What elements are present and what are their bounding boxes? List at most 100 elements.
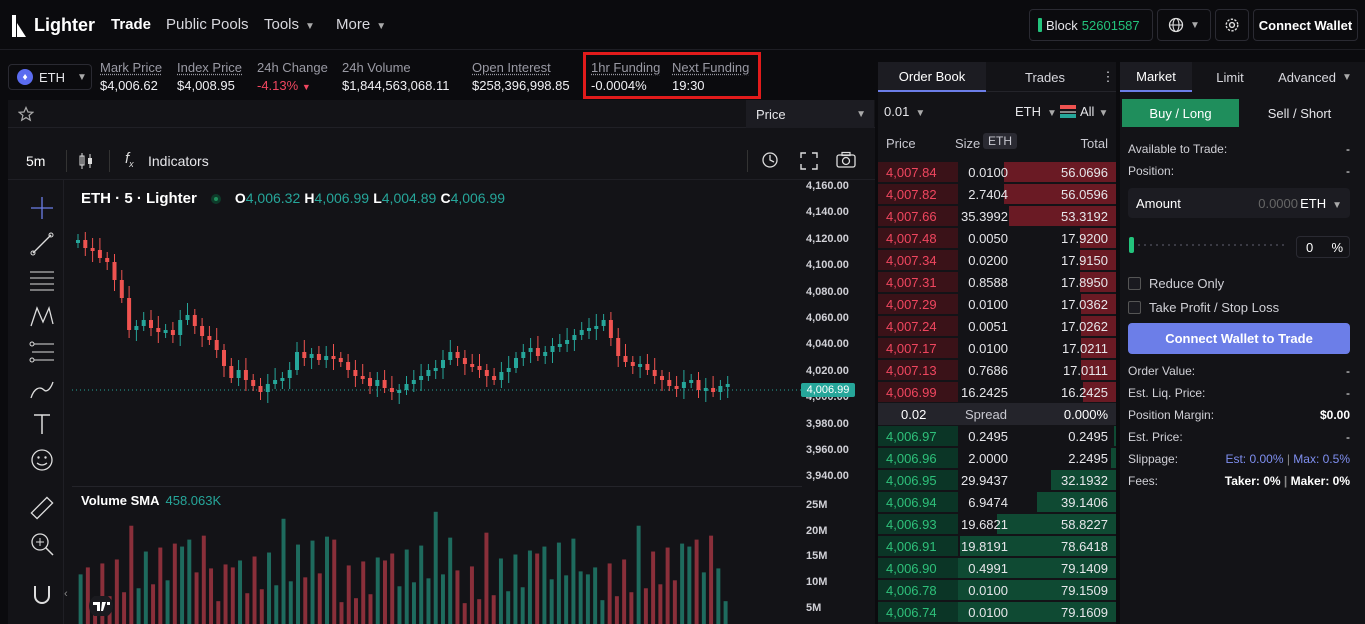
index-price-label[interactable]: Index Price (177, 60, 243, 75)
bid-row[interactable]: 4,006.78 0.0100 79.1509 (878, 579, 1116, 601)
price-type-select[interactable]: Price ▼ (746, 100, 874, 128)
tab-trades[interactable]: Trades (1025, 69, 1065, 85)
bid-row[interactable]: 4,006.74 0.0100 79.1609 (878, 601, 1116, 623)
logo[interactable]: Lighter (12, 13, 95, 37)
camera-icon[interactable] (836, 151, 856, 169)
reduce-only-checkbox[interactable]: Reduce Only (1128, 276, 1224, 291)
next-funding-label[interactable]: Next Funding (672, 60, 750, 75)
checkbox-box[interactable] (1128, 301, 1141, 314)
volume-chart[interactable] (72, 486, 802, 624)
indicators-button[interactable]: Indicators (148, 153, 209, 169)
ask-row[interactable]: 4,007.31 0.8588 17.8950 (878, 271, 1116, 293)
ask-size: 0.8588 (968, 275, 1008, 290)
volume-bar (535, 553, 540, 624)
zoom-in-icon[interactable] (28, 530, 56, 558)
sell-short-button[interactable]: Sell / Short (1267, 105, 1332, 121)
checkbox-box[interactable] (1128, 277, 1141, 290)
nav-more[interactable]: More ▼ (336, 16, 386, 33)
volume-bar (404, 549, 409, 624)
buy-long-button[interactable]: Buy / Long (1122, 99, 1239, 127)
magnet-icon[interactable] (28, 580, 56, 608)
candlestick-chart[interactable] (72, 180, 802, 484)
side-filter-value: All (1080, 104, 1095, 119)
depth-bar (958, 558, 1116, 578)
amount-input[interactable]: 0.0000 (1258, 196, 1298, 211)
candles-icon[interactable] (78, 152, 94, 170)
more-vertical-icon[interactable]: ⋮ (1101, 69, 1115, 84)
volume-bar (723, 601, 728, 624)
volume-bar (484, 532, 489, 624)
emoji-icon[interactable] (28, 446, 56, 474)
unit-select[interactable]: ETH ▼ (1015, 104, 1057, 119)
chevron-down-icon: ▼ (77, 71, 87, 83)
open-interest-label[interactable]: Open Interest (472, 60, 551, 75)
collapse-toolbar-icon[interactable]: ‹ (64, 588, 68, 600)
candle (630, 362, 635, 366)
language-selector[interactable]: ▼ (1157, 9, 1211, 41)
amount-unit-select[interactable]: ETH ▼ (1300, 196, 1342, 211)
tab-order-book[interactable]: Order Book (878, 62, 986, 92)
ask-row[interactable]: 4,007.29 0.0100 17.0362 (878, 293, 1116, 315)
ask-row[interactable]: 4,007.17 0.0100 17.0211 (878, 337, 1116, 359)
symbol-selector[interactable]: ♦ ETH ▼ (8, 64, 92, 90)
amount-slider[interactable] (1128, 236, 1288, 254)
connect-wallet-button[interactable]: Connect Wallet (1253, 9, 1358, 41)
crosshair-icon[interactable] (28, 194, 56, 222)
bid-row[interactable]: 4,006.97 0.2495 0.2495 (878, 425, 1116, 447)
book-view-icon[interactable] (1060, 104, 1076, 118)
tab-advanced[interactable]: Advanced ▼ (1268, 62, 1362, 92)
text-icon[interactable] (28, 410, 56, 438)
tab-limit[interactable]: Limit (1216, 69, 1244, 85)
settings-button[interactable] (1215, 9, 1249, 41)
brush-icon[interactable] (28, 374, 56, 402)
pattern-icon[interactable] (28, 302, 56, 330)
fib-icon[interactable] (28, 338, 56, 366)
bid-row[interactable]: 4,006.93 19.6821 58.8227 (878, 513, 1116, 535)
ask-row[interactable]: 4,007.66 35.3992 53.3192 (878, 205, 1116, 227)
ask-row[interactable]: 4,007.84 0.0100 56.0696 (878, 161, 1116, 183)
bid-row[interactable]: 4,006.96 2.0000 2.2495 (878, 447, 1116, 469)
ask-row[interactable]: 4,006.99 16.2425 16.2425 (878, 381, 1116, 403)
connect-wallet-to-trade-button[interactable]: Connect Wallet to Trade (1128, 323, 1350, 354)
block-indicator[interactable]: Block 52601587 (1029, 9, 1153, 41)
bid-row[interactable]: 4,006.95 29.9437 32.1932 (878, 469, 1116, 491)
tick-size-select[interactable]: 0.01 ▼ (884, 104, 925, 119)
ruler-icon[interactable] (28, 494, 56, 522)
tradingview-logo-icon[interactable] (88, 596, 114, 616)
nav-trade[interactable]: Trade (111, 16, 152, 33)
size-unit-toggle[interactable]: ETH (983, 133, 1017, 149)
ask-row[interactable]: 4,007.82 2.7404 56.0596 (878, 183, 1116, 205)
percent-value[interactable]: 0 (1306, 240, 1314, 255)
price-axis[interactable]: 4,160.00 4,140.00 4,120.00 4,100.00 4,080.00… (800, 180, 866, 624)
ask-row[interactable]: 4,007.13 0.7686 17.0111 (878, 359, 1116, 381)
chart-panel: Price ▼ 5m fx Indicators (8, 100, 875, 624)
mark-price-label[interactable]: Mark Price (100, 60, 163, 75)
interval-button[interactable]: 5m (26, 153, 46, 169)
candle (163, 330, 168, 333)
tp-sl-checkbox[interactable]: Take Profit / Stop Loss (1128, 300, 1279, 315)
tab-market[interactable]: Market (1120, 62, 1192, 92)
tp-sl-label: Take Profit / Stop Loss (1149, 300, 1280, 315)
trend-line-icon[interactable] (28, 230, 56, 258)
percent-input[interactable]: 0 % (1296, 236, 1350, 258)
horizontal-lines-icon[interactable] (28, 266, 56, 294)
slippage-values[interactable]: Est: 0.00% | Max: 0.5% (1225, 452, 1350, 466)
bid-row[interactable]: 4,006.90 0.4991 79.1409 (878, 557, 1116, 579)
bid-row[interactable]: 4,006.94 6.9474 39.1406 (878, 491, 1116, 513)
nav-public-pools[interactable]: Public Pools (166, 16, 249, 33)
depth-bar (1009, 206, 1116, 226)
amount-field[interactable]: Amount 0.0000 ETH ▼ (1128, 188, 1350, 218)
candle (492, 376, 497, 380)
depth-bar-left (878, 448, 958, 468)
fullscreen-icon[interactable] (800, 152, 818, 170)
ask-row[interactable]: 4,007.48 0.0050 17.9200 (878, 227, 1116, 249)
bid-row[interactable]: 4,006.91 19.8191 78.6418 (878, 535, 1116, 557)
star-icon[interactable] (18, 106, 34, 122)
funding-label[interactable]: 1hr Funding (591, 60, 661, 75)
nav-tools[interactable]: Tools ▼ (264, 16, 315, 33)
slider-handle[interactable] (1129, 237, 1134, 253)
ask-row[interactable]: 4,007.24 0.0051 17.0262 (878, 315, 1116, 337)
ask-row[interactable]: 4,007.34 0.0200 17.9150 (878, 249, 1116, 271)
side-filter-select[interactable]: All ▼ (1080, 104, 1108, 119)
replay-icon[interactable] (761, 150, 781, 170)
